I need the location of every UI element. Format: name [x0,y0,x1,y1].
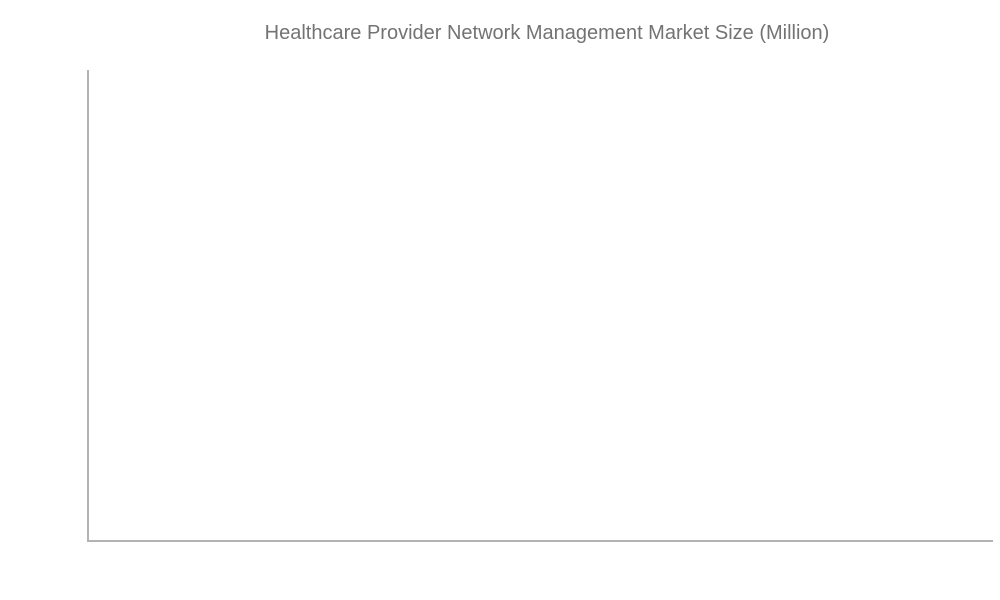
legend-swatch-icon [171,22,251,45]
legend-item[interactable]: Healthcare Provider Network Management M… [171,22,830,45]
x-axis-line [87,540,993,542]
legend-label: Healthcare Provider Network Management M… [264,21,830,44]
plot-area [87,70,993,542]
y-axis-line [87,70,89,541]
legend: Healthcare Provider Network Management M… [0,14,1000,52]
